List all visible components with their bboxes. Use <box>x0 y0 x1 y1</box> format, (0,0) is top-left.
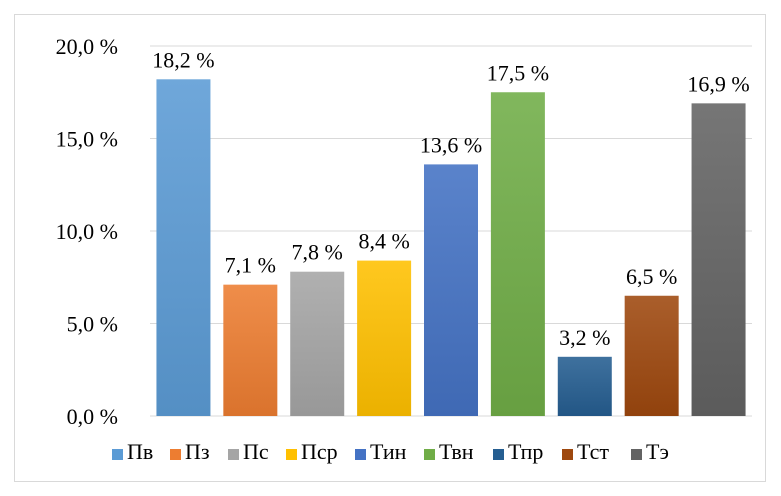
bar-Тин <box>424 164 478 416</box>
bar-Пв <box>156 79 211 417</box>
bar-Пср <box>357 260 412 416</box>
legend-label: Пв <box>127 439 153 464</box>
bar-Тст <box>624 295 679 416</box>
data-label: 6,5 % <box>626 264 677 289</box>
legend-swatch <box>228 449 239 460</box>
bar-Тпр <box>557 356 612 416</box>
legend-swatch <box>493 449 504 460</box>
bar-Тэ <box>691 103 746 416</box>
y-tick-label: 10,0 % <box>56 219 118 244</box>
bar-Пз <box>223 284 278 416</box>
legend-swatch <box>112 449 123 460</box>
legend: Пв Пз Пс Пср Тин Твн Тпр Тст Тэ <box>112 439 669 464</box>
legend-label: Пс <box>243 439 269 464</box>
data-label: 13,6 % <box>420 132 482 157</box>
data-labels: 18,2 % 7,1 % 7,8 % 8,4 % 13,6 % 17,5 % 3,2 % 6,… <box>152 47 749 350</box>
y-tick-label: 20,0 % <box>56 34 118 59</box>
legend-label: Тэ <box>646 439 669 464</box>
legend-label: Тин <box>370 439 407 464</box>
legend-label: Твн <box>439 439 474 464</box>
legend-label: Пз <box>185 439 210 464</box>
data-label: 7,1 % <box>225 253 276 278</box>
data-label: 7,8 % <box>292 240 343 265</box>
legend-swatch <box>286 449 297 460</box>
bars <box>156 79 746 417</box>
data-label: 8,4 % <box>358 229 409 254</box>
data-label: 17,5 % <box>487 60 549 85</box>
legend-swatch <box>562 449 573 460</box>
data-label: 16,9 % <box>687 71 749 96</box>
legend-label: Тпр <box>508 439 543 464</box>
bar-Пс <box>290 271 345 416</box>
data-label: 3,2 % <box>559 325 610 350</box>
y-tick-label: 5,0 % <box>67 312 118 337</box>
y-tick-label: 0,0 % <box>67 404 118 429</box>
legend-swatch <box>424 449 435 460</box>
legend-swatch <box>355 449 366 460</box>
bar-Твн <box>490 92 545 416</box>
legend-swatch <box>631 449 642 460</box>
data-label: 18,2 % <box>152 47 214 72</box>
y-axis-ticks: 0,0 % 5,0 % 10,0 % 15,0 % 20,0 % <box>56 34 118 429</box>
legend-swatch <box>170 449 181 460</box>
legend-label: Тст <box>577 439 609 464</box>
legend-label: Пср <box>301 439 338 464</box>
y-tick-label: 15,0 % <box>56 127 118 152</box>
